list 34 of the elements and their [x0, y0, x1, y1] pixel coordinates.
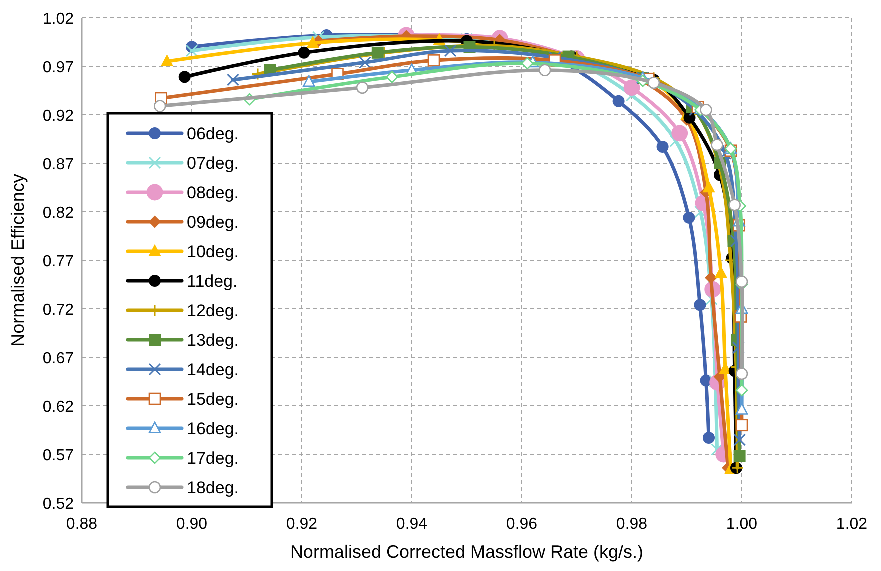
y-axis-title: Normalised Efficiency: [8, 174, 28, 347]
x-tick-label: 1.00: [726, 516, 758, 533]
y-tick-label: 0.77: [42, 254, 74, 270]
y-tick-label: 0.62: [42, 399, 74, 416]
legend-label: 15deg.: [187, 390, 239, 409]
y-tick-label: 0.82: [42, 205, 74, 222]
legend-label: 14deg.: [187, 360, 239, 380]
y-tick-label: 0.57: [42, 448, 74, 464]
legend-label: 17deg.: [187, 449, 239, 468]
legend-label: 08deg.: [187, 184, 239, 202]
y-tick-label: 0.52: [42, 496, 74, 513]
x-axis-title: Normalised Corrected Massflow Rate (kg/s.): [290, 542, 644, 562]
legend-label: 12deg.: [187, 302, 239, 320]
x-tick-label: 0.96: [506, 516, 538, 533]
x-tick-label: 0.92: [286, 516, 318, 533]
x-tick-label: 0.98: [616, 516, 648, 533]
legend-label: 18deg.: [187, 478, 239, 498]
legend-label: 07deg.: [187, 154, 239, 173]
legend-label: 16deg.: [187, 420, 239, 438]
legend-label: 09deg.: [187, 213, 239, 232]
x-tick-label: 0.94: [396, 516, 428, 533]
legend-label: 13deg.: [187, 331, 239, 350]
legend-label: 06deg.: [187, 124, 239, 144]
x-tick-label: 0.90: [176, 516, 208, 533]
legend-label: 10deg.: [187, 242, 239, 262]
legend-label: 11deg.: [187, 272, 238, 291]
y-tick-label: 0.72: [42, 302, 74, 319]
y-tick-label: 0.92: [42, 108, 74, 125]
y-tick-label: 0.67: [42, 350, 74, 368]
y-tick-label: 0.87: [42, 156, 74, 174]
y-tick-label: 0.97: [42, 60, 74, 76]
x-tick-label: 1.02: [836, 516, 868, 533]
y-tick-label: 1.02: [42, 11, 74, 28]
x-tick-label: 0.88: [66, 516, 98, 533]
